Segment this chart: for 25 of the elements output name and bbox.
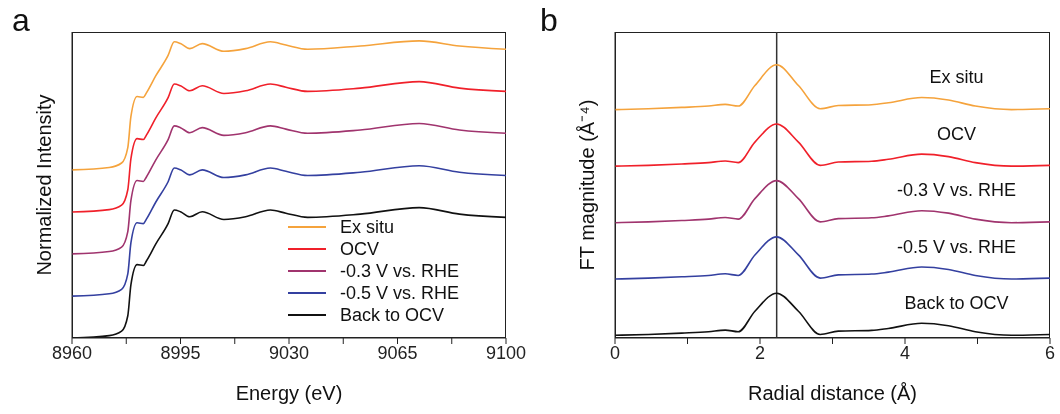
- x-axis-title: Energy (eV): [235, 382, 343, 404]
- x-tick-label: 4: [899, 342, 911, 363]
- x-tick-label: 8995: [160, 342, 201, 363]
- x-tick-label: 9065: [377, 342, 418, 363]
- x-tick-label: 0: [609, 342, 621, 363]
- legend-label: Ex situ: [340, 216, 395, 238]
- series-label: OCV: [936, 123, 976, 144]
- x-axis-title: Radial distance (Å): [748, 382, 917, 404]
- y-axis-title: Normalized Intensity: [33, 94, 56, 276]
- legend-label: -0.5 V vs. RHE: [340, 282, 460, 304]
- x-tick-label: 8960: [51, 342, 93, 363]
- series-label: -0.3 V vs. RHE: [896, 180, 1016, 201]
- y-axis-title: FT magnitude (Å⁻⁴): [576, 99, 599, 271]
- legend-label: -0.3 V vs. RHE: [340, 260, 460, 282]
- series-label: -0.5 V vs. RHE: [896, 236, 1016, 257]
- x-tick-label: 6: [1044, 342, 1056, 363]
- legend-label: OCV: [340, 238, 380, 260]
- x-tick-label: 9030: [268, 342, 310, 363]
- series-label: Ex situ: [929, 67, 984, 88]
- chart-title: b: [540, 2, 558, 39]
- x-tick-label: 9100: [485, 342, 527, 363]
- legend-label: Back to OCV: [340, 304, 445, 326]
- series-label: Back to OCV: [904, 292, 1009, 313]
- x-tick-label: 2: [754, 342, 766, 363]
- chart-title: a: [12, 2, 30, 39]
